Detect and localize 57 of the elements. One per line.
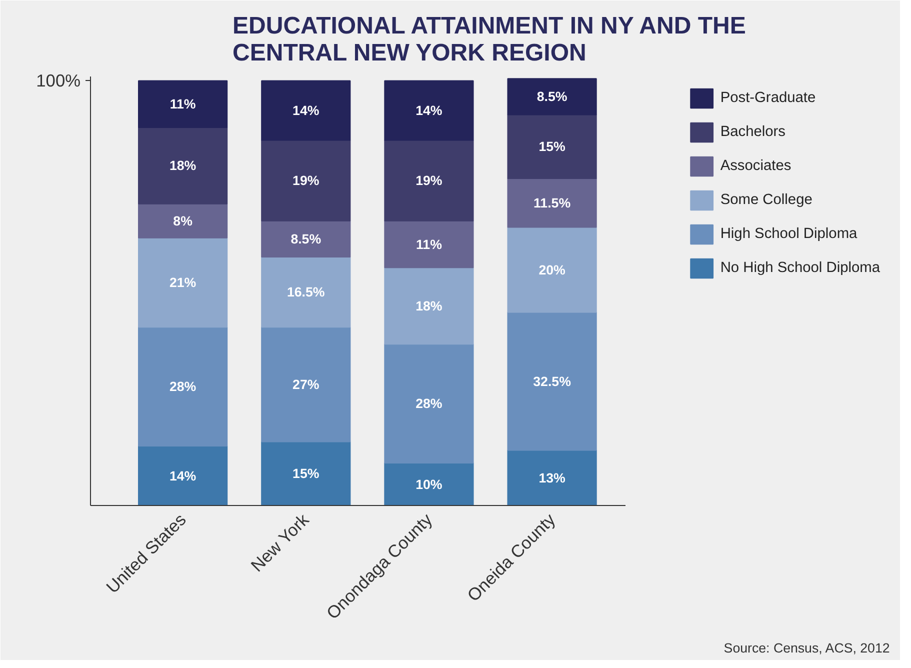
data-label: 27% [292, 376, 320, 392]
data-label: 20% [538, 262, 566, 278]
legend-label: Associates [720, 158, 792, 174]
bar [384, 267, 474, 345]
bar [384, 220, 474, 268]
bar [507, 226, 597, 313]
data-label: 14% [169, 468, 196, 484]
data-label: 15% [292, 466, 320, 482]
bar [138, 80, 228, 128]
legend-label: High School Diploma [720, 226, 858, 242]
data-label: 11.5% [534, 195, 571, 210]
data-label: 11% [416, 236, 442, 252]
data-label: 19% [292, 173, 320, 188]
legend-label: No High School Diploma [720, 260, 880, 276]
data-label: 28% [169, 379, 196, 394]
bar [261, 80, 351, 141]
bar [138, 203, 228, 238]
bar [384, 344, 474, 464]
bar [507, 312, 597, 451]
bar [261, 140, 351, 222]
data-label: 32.5% [533, 374, 572, 389]
data-label: 19% [416, 173, 442, 188]
bar [261, 441, 351, 506]
bar [261, 256, 351, 328]
data-label: 13% [538, 470, 566, 486]
bar [384, 462, 474, 506]
y-tick-label: 100% [36, 70, 81, 91]
data-label: 15% [538, 139, 566, 154]
legend-label: Bachelors [720, 124, 786, 140]
bar [507, 450, 597, 506]
bar [138, 237, 228, 328]
bar [138, 446, 228, 506]
data-label: 16.5% [286, 284, 325, 300]
data-label: 28% [416, 396, 442, 412]
data-label: 18% [416, 298, 442, 314]
bar [507, 114, 597, 179]
data-label: 14% [416, 102, 442, 118]
data-label: 11% [170, 96, 196, 112]
bar [138, 126, 228, 204]
bar [261, 220, 351, 258]
data-label: 18% [169, 158, 196, 174]
source-note: Source: Census, ACS, 2012 [724, 640, 890, 656]
data-label: 14% [292, 102, 320, 118]
bar [384, 140, 474, 222]
data-label: 8.5% [536, 89, 568, 104]
bar [507, 78, 597, 116]
legend-label: Post-Graduate [720, 90, 816, 106]
legend-label: Some College [720, 192, 812, 208]
bar [261, 326, 351, 442]
data-label: 8.5% [290, 231, 322, 246]
bar [507, 178, 597, 228]
bar [384, 80, 474, 141]
bar [138, 326, 228, 447]
data-label: 8% [173, 213, 193, 228]
data-label: 21% [169, 275, 196, 290]
data-label: 10% [416, 476, 442, 492]
chart-title: EDUCATIONAL ATTAINMENT IN NY AND THE CENTRAL NEW YORK REGION [232, 12, 746, 66]
